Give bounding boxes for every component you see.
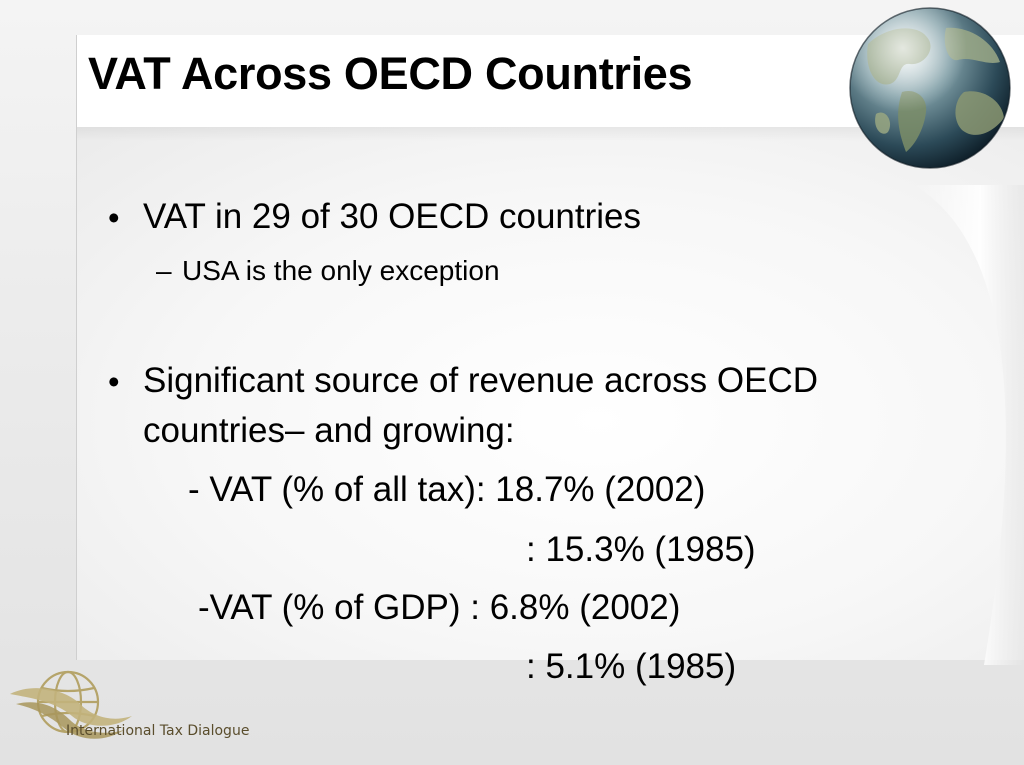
earth-globe-icon [849, 7, 1011, 169]
bullet-marker: • [108, 199, 120, 236]
stat-vat-gdp-2002: -VAT (% of GDP) : 6.8% (2002) [198, 588, 681, 627]
panel-top-shadow [77, 127, 1024, 141]
stat-vat-gdp-1985: : 5.1% (1985) [526, 647, 737, 686]
logo-org-name: International Tax Dialogue [66, 723, 250, 739]
bullet-vat-countries: VAT in 29 of 30 OECD countries [143, 197, 642, 236]
stat-vat-all-tax-2002: - VAT (% of all tax): 18.7% (2002) [188, 470, 706, 509]
subitem-usa-exception: USA is the only exception [182, 255, 500, 286]
slide-title: VAT Across OECD Countries [88, 48, 693, 99]
stat-vat-all-tax-1985: : 15.3% (1985) [526, 530, 756, 569]
globe-logo-icon [10, 670, 132, 739]
content-panel [77, 127, 1024, 660]
bullet-revenue-line-2: countries– and growing: [143, 411, 515, 450]
slide-left-rule [76, 35, 77, 660]
dash-marker: – [156, 255, 172, 286]
bullet-marker: • [108, 363, 120, 400]
bullet-revenue-line-1: Significant source of revenue across OEC… [143, 361, 819, 400]
